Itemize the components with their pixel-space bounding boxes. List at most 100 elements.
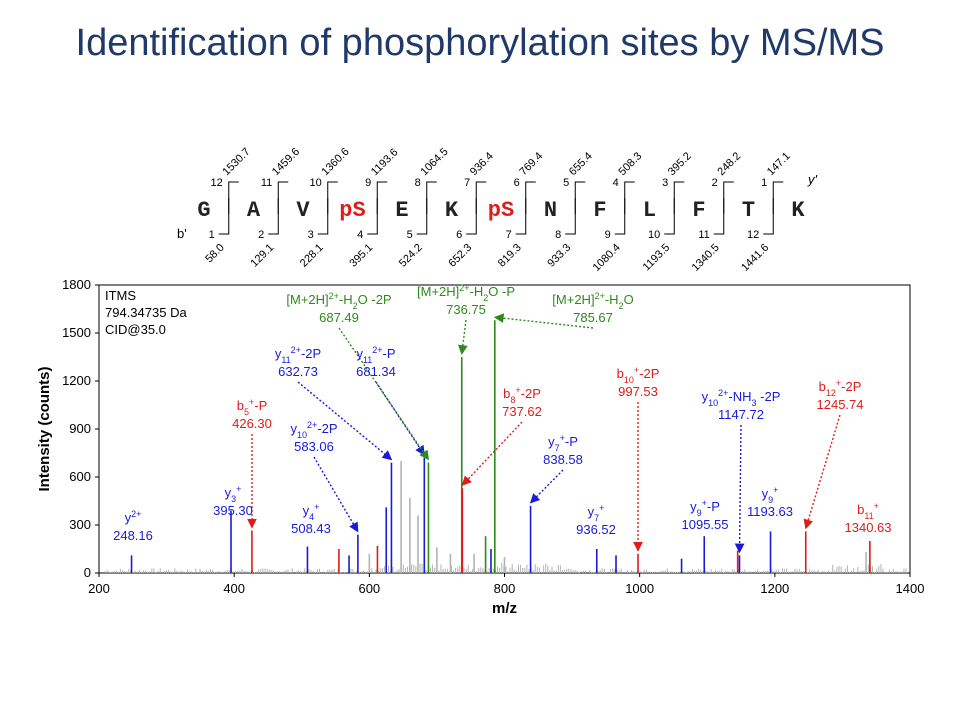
annotation-arrow: [375, 381, 425, 456]
peak-label-12: y7+936.52: [576, 503, 616, 537]
peak-label-line: 681.34: [356, 364, 396, 379]
y-bracket: [426, 181, 437, 214]
annotation-arrow: [338, 327, 430, 461]
y-tick-label: 1200: [62, 373, 91, 388]
b-bracket: [713, 198, 725, 235]
peak-label-line: b8+-2P: [503, 385, 541, 405]
y-ion-number: 12: [211, 177, 223, 189]
spectrum-plot: 200 400 600 800 1000 1200 1400 0 300 600 900 1200 15…: [36, 277, 924, 617]
x-tick-label: 800: [494, 581, 516, 596]
info-line: ITMS: [105, 288, 136, 303]
peak-label-line: 936.52: [576, 522, 616, 537]
annotation-arrow: [529, 469, 564, 504]
peak-label-line: 1147.72: [718, 407, 764, 422]
x-tick-label: 200: [88, 581, 110, 596]
b-series-label: b': [177, 226, 187, 241]
y-tick-label: 1500: [62, 325, 91, 340]
b-ion-number: 4: [357, 229, 363, 241]
peak-label-line: [M+2H]2+-H2O: [552, 291, 633, 311]
annotation-arrow: [297, 381, 393, 461]
peak-label-line: 508.43: [291, 521, 331, 536]
slide-title: Identification of phosphorylation sites …: [75, 22, 885, 64]
y-ion-mass: 1064.5: [418, 146, 450, 178]
peak-label-3: y4+508.43: [291, 502, 331, 536]
y-ion-number: 3: [662, 177, 668, 189]
noise-peaks: [105, 562, 907, 573]
residue-2: A: [247, 198, 261, 223]
x-tick-label: 1200: [760, 581, 789, 596]
plot-frame: [98, 284, 911, 574]
x-tick-label: 400: [223, 581, 245, 596]
peak-label-line: 248.16: [113, 528, 153, 543]
peak-label-line: [M+2H]2+-H2O -P: [417, 283, 515, 303]
x-tick-label: 600: [358, 581, 380, 596]
b-ion-number: 12: [747, 229, 759, 241]
annotation-arrow: [734, 424, 745, 554]
peak-label-line: 1340.63: [845, 520, 892, 535]
axes: 200 400 600 800 1000 1200 1400 0 300 600 900 1200 15…: [36, 277, 924, 617]
info-line: 794.34735 Da: [105, 305, 187, 320]
annotation-arrow: [313, 456, 359, 533]
peak-label-line: 737.62: [502, 404, 542, 419]
b-ion-number: 9: [605, 229, 611, 241]
peak-label-line: y112+-P: [356, 345, 395, 365]
info-line: CID@35.0: [105, 322, 166, 337]
b-ion-number: 8: [555, 229, 561, 241]
b-ion-number: 5: [407, 229, 413, 241]
residue-10: L: [643, 198, 656, 223]
y-ion-number: 1: [761, 177, 767, 189]
y-ion-mass: 1360.6: [319, 146, 351, 178]
residue-12: T: [742, 198, 755, 223]
y-series-label: y': [807, 172, 818, 187]
y-ion-mass: 508.3: [616, 150, 644, 178]
b-bracket: [367, 198, 378, 235]
peak-label-line: y4+: [303, 502, 320, 522]
b-ion-number: 10: [648, 229, 660, 241]
residue-3: V: [296, 198, 310, 223]
b-ion-mass: 58.0: [203, 242, 227, 266]
peak-label-line: 395.30: [213, 503, 253, 518]
b-bracket: [466, 198, 477, 235]
y-ion-number: 2: [712, 177, 718, 189]
annotation-arrow: [457, 319, 468, 355]
peak-label-line: b11+: [857, 501, 879, 521]
peak-label-line: [M+2H]2+-H2O -2P: [286, 291, 391, 311]
peak-label-line: y102+-NH3 -2P: [702, 388, 781, 408]
b-ion-mass: 228.1: [298, 242, 326, 270]
residue-4: pS: [339, 198, 365, 223]
peak-label-line: b12+-2P: [819, 378, 862, 398]
residue-8: N: [544, 198, 557, 223]
y-bracket: [574, 181, 586, 214]
y-bracket: [228, 181, 239, 214]
b-bracket: [515, 198, 527, 235]
peak-label-line: y112+-2P: [275, 345, 321, 365]
peak-label-line: y2+: [125, 509, 142, 525]
y-ion-number: 11: [261, 177, 272, 189]
b-ion-mass: 1340.5: [690, 242, 722, 274]
peaks: [130, 320, 871, 573]
b-ion-number: 2: [258, 229, 264, 241]
y-axis-label: Intensity (counts): [36, 366, 53, 491]
peak-label-line: y9+-P: [690, 498, 720, 518]
y-tick-label: 1800: [62, 277, 91, 292]
y-tick-label: 600: [69, 469, 91, 484]
y-ion-number: 5: [563, 177, 569, 189]
residue-11: F: [692, 198, 705, 223]
annotation-arrow: [493, 313, 594, 329]
y-ion-mass: 1459.6: [270, 146, 302, 178]
peak-label-line: 687.49: [319, 310, 359, 325]
peak-label-line: 1193.63: [747, 504, 793, 519]
peak-label-line: 997.53: [618, 384, 658, 399]
peak-label-line: b5+-P: [237, 397, 268, 417]
peak-label-line: y102+-2P: [290, 420, 337, 440]
peak-label-18: b11+1340.63: [845, 501, 892, 535]
